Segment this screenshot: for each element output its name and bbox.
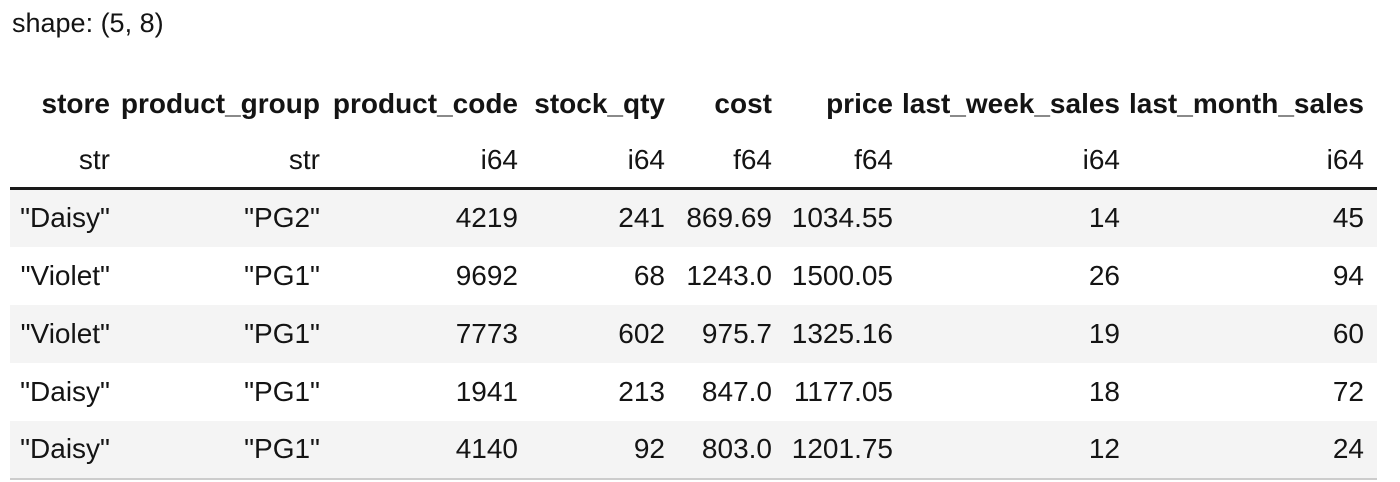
table-cell-price: 1325.16 bbox=[791, 317, 893, 349]
table-cell-last_week_sales: 12 bbox=[1088, 433, 1120, 464]
table-cell-last_month_sales: 72 bbox=[1332, 375, 1364, 407]
table-row: "Daisy" "PG1" 1941 213 847.0 1177.05 18 72 bbox=[10, 363, 1377, 421]
table-cell-price: 1177.05 bbox=[793, 375, 893, 407]
table-cell-cost: 869.69 bbox=[686, 202, 772, 234]
table-cell-store: "Daisy" bbox=[20, 433, 110, 464]
table-cell-product_code: 4140 bbox=[455, 433, 518, 464]
column-header-last_week_sales: last_week_sales bbox=[902, 88, 1120, 119]
table-cell-last_month_sales: 45 bbox=[1332, 202, 1364, 234]
table-cell-cost: 1243.0 bbox=[686, 259, 772, 291]
table-cell-stock_qty: 602 bbox=[618, 317, 665, 349]
column-header-stock_qty: stock_qty bbox=[534, 88, 665, 119]
column-dtype-last_month_sales: i64 bbox=[1120, 133, 1377, 190]
table-cell-store: "Daisy" bbox=[20, 202, 110, 234]
column-dtype-product_code: i64 bbox=[320, 133, 518, 190]
table-cell-last_month_sales: 24 bbox=[1332, 433, 1364, 464]
table-cell-last_week_sales: 26 bbox=[1088, 259, 1120, 291]
table-cell-last_month_sales: 60 bbox=[1332, 317, 1364, 349]
table-cell-last_week_sales: 14 bbox=[1088, 202, 1120, 234]
column-dtype-cost: f64 bbox=[665, 133, 772, 190]
table-cell-product_group: "PG2" bbox=[244, 202, 320, 234]
table-row: "Daisy" "PG2" 4219 241 869.69 1034.55 14 45 bbox=[10, 188, 1377, 247]
table-cell-price: 1500.05 bbox=[791, 259, 893, 291]
column-name-row: store product_group product_code stock_qty c… bbox=[10, 75, 1377, 133]
table-cell-store: "Violet" bbox=[20, 317, 110, 349]
table-cell-price: 1201.75 bbox=[791, 433, 893, 464]
table-cell-cost: 847.0 bbox=[701, 375, 772, 407]
column-dtype-store: str bbox=[10, 133, 110, 190]
table-cell-product_code: 1941 bbox=[455, 375, 518, 407]
table-cell-stock_qty: 68 bbox=[633, 259, 665, 291]
column-dtype-product_group: str bbox=[110, 133, 320, 190]
table-cell-last_week_sales: 19 bbox=[1088, 317, 1120, 349]
column-dtype-row: str str i64 i64 f64 f64 i64 i64 bbox=[10, 133, 1377, 190]
table-cell-stock_qty: 92 bbox=[633, 433, 665, 464]
dataframe-table: store product_group product_code stock_qty c… bbox=[10, 75, 1377, 480]
column-dtype-last_week_sales: i64 bbox=[893, 133, 1120, 190]
table-cell-store: "Violet" bbox=[20, 259, 110, 291]
column-header-product_group: product_group bbox=[120, 88, 320, 119]
table-cell-price: 1034.55 bbox=[791, 202, 893, 234]
table-cell-cost: 975.7 bbox=[701, 317, 772, 349]
table-header: store product_group product_code stock_qty c… bbox=[10, 75, 1377, 190]
table-cell-product_code: 9692 bbox=[455, 259, 518, 291]
table-body: "Daisy" "PG2" 4219 241 869.69 1034.55 14 45 "Vio… bbox=[10, 188, 1377, 479]
column-header-cost: cost bbox=[714, 88, 772, 119]
table-cell-stock_qty: 213 bbox=[618, 375, 665, 407]
table-cell-product_code: 4219 bbox=[455, 202, 518, 234]
table-cell-last_month_sales: 94 bbox=[1332, 259, 1364, 291]
column-header-last_month_sales: last_month_sales bbox=[1129, 88, 1364, 119]
shape-label: shape: (5, 8) bbox=[12, 8, 164, 38]
table-cell-product_code: 7773 bbox=[455, 317, 518, 349]
column-header-product_code: product_code bbox=[332, 88, 518, 119]
table-cell-stock_qty: 241 bbox=[618, 202, 665, 234]
table-cell-product_group: "PG1" bbox=[244, 375, 320, 407]
table-cell-last_week_sales: 18 bbox=[1088, 375, 1120, 407]
table-cell-product_group: "PG1" bbox=[244, 317, 320, 349]
column-header-price: price bbox=[826, 88, 893, 119]
table-cell-store: "Daisy" bbox=[20, 375, 110, 407]
table-row: "Violet" "PG1" 7773 602 975.7 1325.16 19 60 bbox=[10, 304, 1377, 363]
column-dtype-stock_qty: i64 bbox=[518, 133, 665, 190]
column-dtype-price: f64 bbox=[772, 133, 893, 190]
table-cell-product_group: "PG1" bbox=[244, 433, 320, 464]
table-row: "Violet" "PG1" 9692 68 1243.0 1500.05 26 94 bbox=[10, 247, 1377, 305]
table-cell-cost: 803.0 bbox=[701, 433, 772, 464]
column-header-store: store bbox=[41, 88, 110, 119]
table-row: "Daisy" "PG1" 4140 92 803.0 1201.75 12 24 bbox=[10, 420, 1377, 479]
table-cell-product_group: "PG1" bbox=[244, 259, 320, 291]
